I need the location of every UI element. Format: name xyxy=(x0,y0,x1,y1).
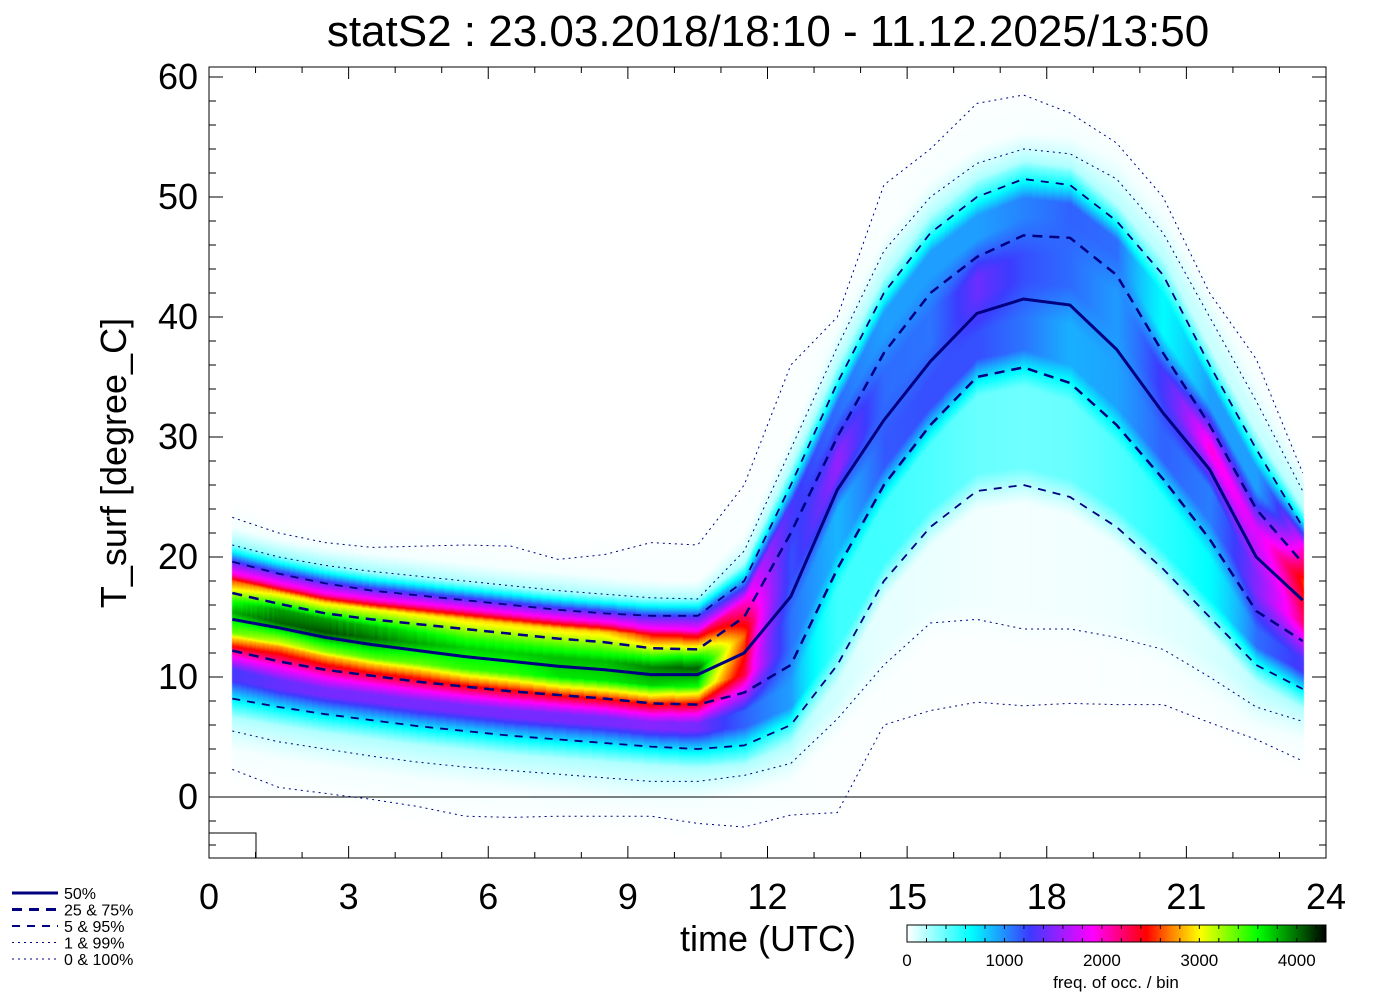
corner-marker xyxy=(209,832,257,858)
percentile-line-p1 xyxy=(232,618,1303,782)
percentile-line-p95 xyxy=(232,178,1304,617)
percentile-line-p75 xyxy=(232,234,1304,651)
x-tick-label: 12 xyxy=(747,876,787,917)
y-tick-label: 60 xyxy=(158,56,198,97)
frequency-heatmap xyxy=(209,67,1326,858)
y-tick-label: 30 xyxy=(158,416,198,457)
percentile-line-p100 xyxy=(232,94,1304,560)
y-tick-label: 0 xyxy=(178,776,198,817)
legend: 50%25 & 75% 5 & 95% 1 & 99% 0 & 100% xyxy=(12,886,133,969)
percentile-line-p50 xyxy=(232,297,1304,677)
legend-label-2: 5 & 95% xyxy=(64,919,124,936)
legend-label-3: 1 & 99% xyxy=(64,936,124,953)
colorbar-label: freq. of occ. / bin xyxy=(1053,973,1179,992)
x-tick-label: 9 xyxy=(618,876,638,917)
plot-frame xyxy=(208,66,1327,859)
colorbar-tick-label: 3000 xyxy=(1180,951,1218,970)
x-tick-label: 24 xyxy=(1306,876,1346,917)
y-tick-label: 50 xyxy=(158,176,198,217)
legend-label-1: 25 & 75% xyxy=(64,903,133,920)
colorbar-gradient xyxy=(907,925,1326,942)
colorbar-tick-label: 2000 xyxy=(1083,951,1121,970)
colorbar-tick-label: 4000 xyxy=(1278,951,1316,970)
percentile-line-p5 xyxy=(232,484,1304,750)
y-tick-label: 20 xyxy=(158,536,198,577)
x-tick-label: 3 xyxy=(339,876,359,917)
x-tick-label: 0 xyxy=(199,876,219,917)
percentile-line-p0 xyxy=(232,701,1303,828)
percentile-line-p25 xyxy=(232,366,1304,706)
x-tick-label: 6 xyxy=(478,876,498,917)
x-tick-label: 18 xyxy=(1027,876,1067,917)
colorbar-tick-label: 1000 xyxy=(986,951,1024,970)
colorbar-tick-label: 0 xyxy=(902,951,911,970)
x-axis-label: time (UTC) xyxy=(680,918,856,959)
x-tick-label: 21 xyxy=(1166,876,1206,917)
y-axis-label: T_surf [degree_C] xyxy=(93,318,134,608)
chart-title: statS2 : 23.03.2018/18:10 - 11.12.2025/1… xyxy=(327,7,1209,56)
legend-label-4: 0 & 100% xyxy=(64,952,133,969)
percentile-line-p99 xyxy=(232,148,1304,600)
colorbar-frame xyxy=(906,924,1327,943)
y-tick-label: 10 xyxy=(158,656,198,697)
legend-label-0: 50% xyxy=(64,886,96,903)
x-tick-label: 15 xyxy=(887,876,927,917)
y-tick-label: 40 xyxy=(158,296,198,337)
